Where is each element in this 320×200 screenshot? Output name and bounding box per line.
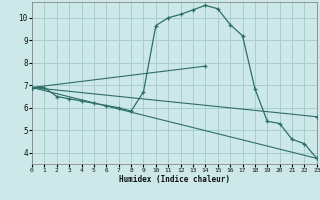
X-axis label: Humidex (Indice chaleur): Humidex (Indice chaleur) — [119, 175, 230, 184]
